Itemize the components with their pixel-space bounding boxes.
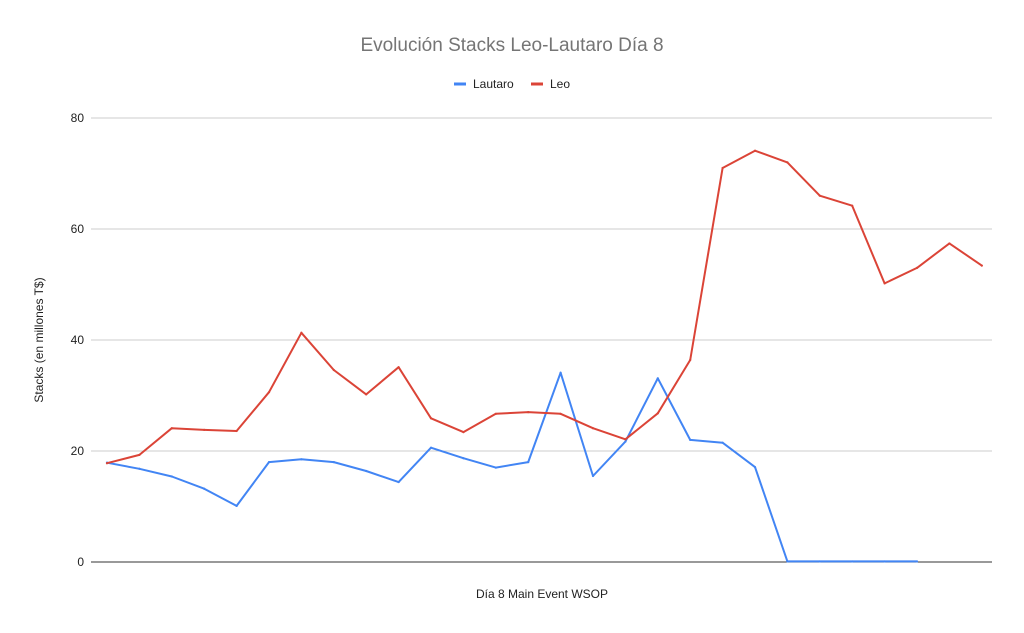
- data-point-leo: [980, 264, 983, 267]
- data-point-leo: [786, 161, 789, 164]
- legend: Lautaro Leo: [454, 77, 570, 91]
- data-point-lautaro: [721, 441, 724, 444]
- data-point-lautaro: [397, 480, 400, 484]
- data-point-leo: [851, 204, 854, 207]
- data-point-leo: [689, 358, 692, 362]
- data-point-leo: [559, 412, 562, 415]
- data-point-lautaro: [203, 487, 206, 490]
- data-point-lautaro: [235, 504, 238, 508]
- data-point-leo: [397, 366, 400, 369]
- gridlines: [91, 117, 992, 563]
- data-point-leo: [948, 242, 951, 245]
- legend-label-lautaro: Lautaro: [473, 77, 514, 91]
- data-point-lautaro: [818, 560, 821, 563]
- data-point-leo: [267, 391, 271, 394]
- data-point-lautaro: [462, 457, 465, 460]
- data-point-leo: [105, 462, 109, 465]
- y-tick-label: 40: [71, 333, 85, 347]
- data-point-leo: [365, 393, 368, 396]
- data-point-leo: [527, 411, 530, 414]
- y-axis-ticks: 0 20 40 60 80: [71, 111, 85, 569]
- data-point-leo: [656, 412, 659, 415]
- y-tick-label: 80: [71, 111, 85, 125]
- y-tick-label: 60: [71, 222, 85, 236]
- data-point-leo: [300, 331, 303, 334]
- data-point-lautaro: [753, 465, 757, 469]
- y-tick-label: 0: [77, 555, 84, 569]
- data-point-leo: [883, 282, 886, 285]
- data-point-leo: [332, 368, 335, 372]
- data-point-leo: [721, 166, 724, 170]
- data-point-leo: [203, 428, 206, 432]
- data-point-leo: [494, 412, 497, 415]
- data-point-lautaro: [267, 461, 271, 464]
- chart-title: Evolución Stacks Leo-Lautaro Día 8: [360, 35, 663, 56]
- data-point-lautaro: [365, 469, 368, 473]
- data-point-leo: [591, 427, 595, 430]
- data-point-leo: [138, 453, 141, 456]
- data-point-lautaro: [527, 461, 530, 464]
- series-line-lautaro: [106, 371, 918, 563]
- series-layer: [105, 149, 983, 563]
- data-point-lautaro: [656, 377, 659, 380]
- data-point-leo: [429, 417, 433, 420]
- data-point-leo: [462, 431, 465, 434]
- y-axis-title: Stacks (en millones T$): [32, 277, 46, 402]
- data-point-leo: [624, 438, 627, 441]
- data-point-lautaro: [332, 461, 335, 464]
- data-point-lautaro: [429, 446, 433, 449]
- data-point-lautaro: [300, 458, 303, 461]
- data-point-leo: [818, 194, 821, 197]
- y-tick-label: 20: [71, 444, 85, 458]
- data-point-lautaro: [559, 371, 562, 374]
- data-point-lautaro: [689, 438, 692, 441]
- data-point-lautaro: [883, 560, 886, 563]
- series-line-leo: [106, 149, 983, 465]
- data-point-leo: [915, 266, 919, 269]
- data-point-lautaro: [591, 474, 595, 478]
- data-point-lautaro: [915, 560, 919, 563]
- data-point-lautaro: [851, 560, 854, 563]
- data-point-leo: [170, 427, 173, 430]
- legend-label-leo: Leo: [550, 77, 570, 91]
- data-point-lautaro: [138, 467, 141, 470]
- data-point-lautaro: [624, 440, 627, 443]
- data-point-lautaro: [494, 466, 497, 469]
- x-axis-title: Día 8 Main Event WSOP: [476, 587, 608, 601]
- data-point-lautaro: [786, 560, 789, 563]
- data-point-leo: [235, 429, 238, 433]
- data-point-lautaro: [170, 475, 173, 478]
- data-point-leo: [753, 149, 757, 152]
